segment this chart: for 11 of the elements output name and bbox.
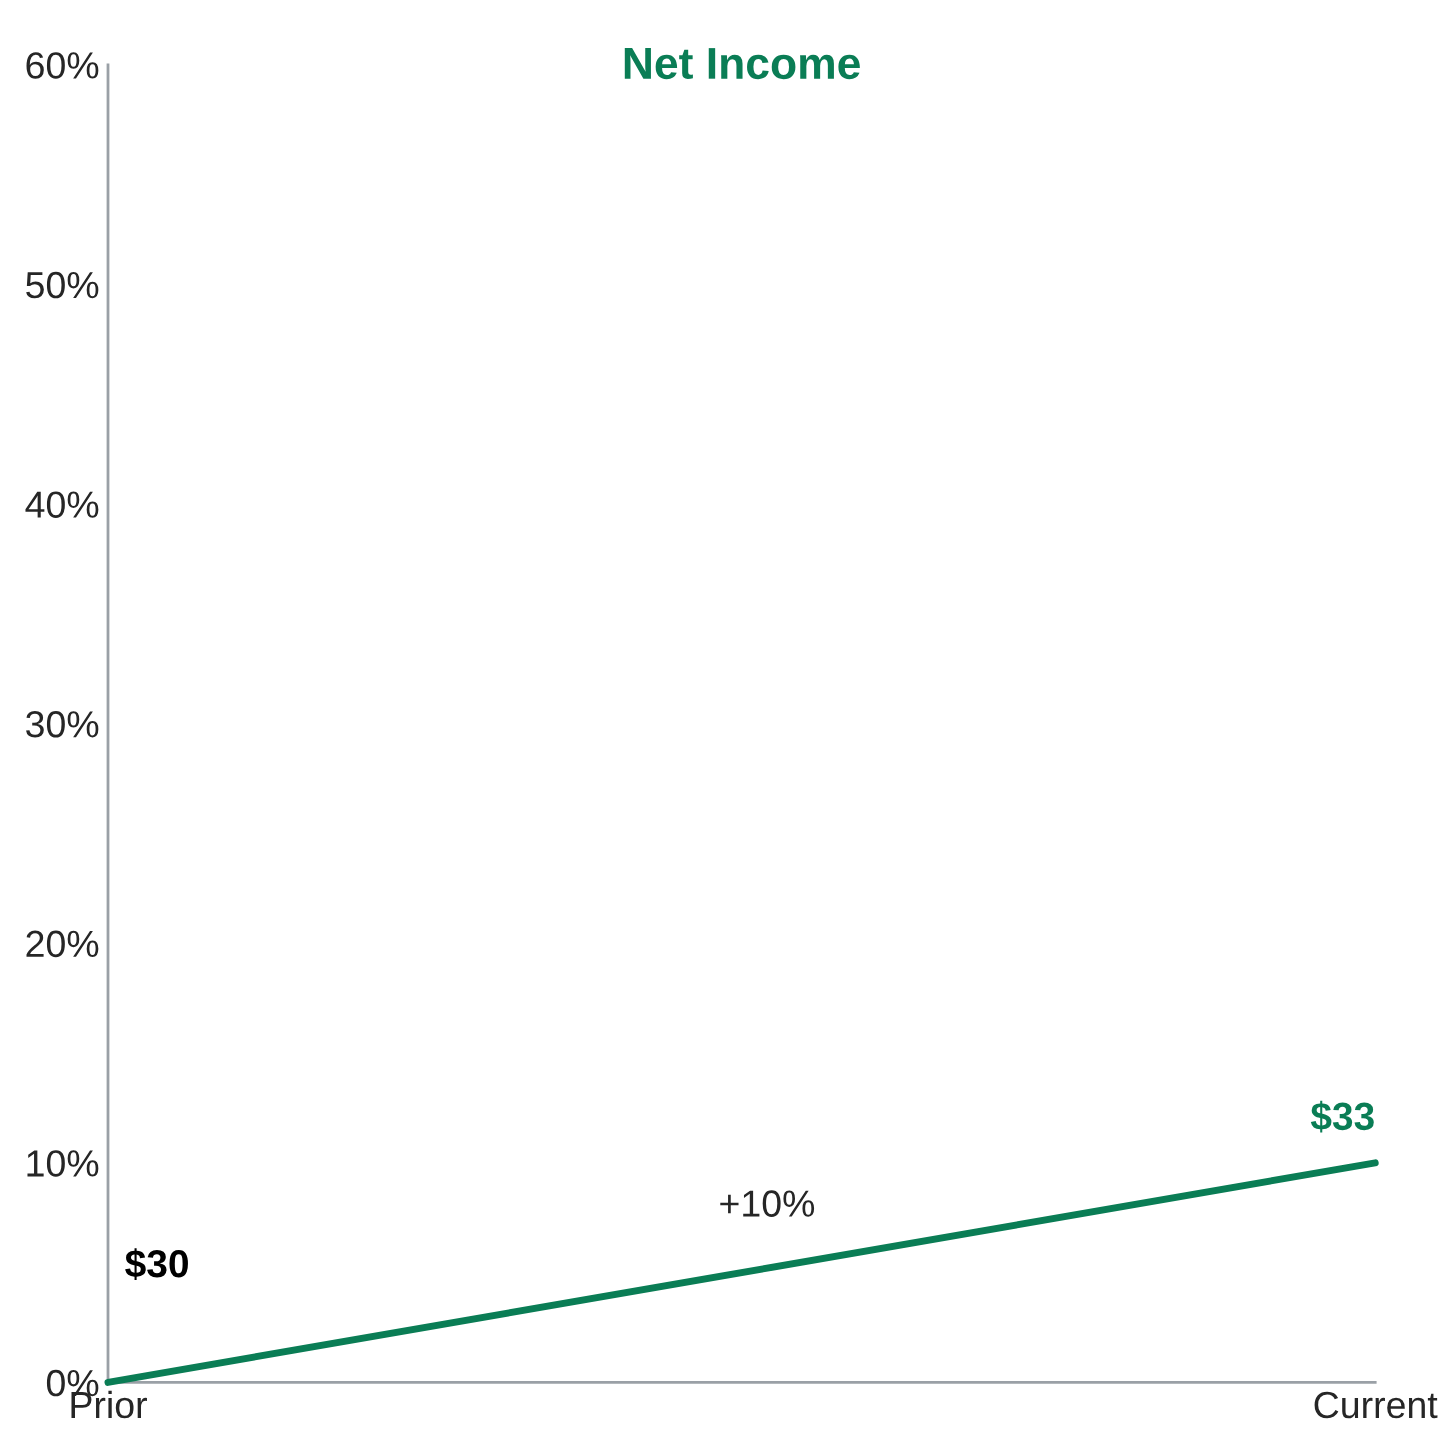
- y-tick-label: 30%: [26, 711, 99, 738]
- y-tick-label: 50%: [26, 271, 99, 299]
- annotation: $30: [125, 1248, 188, 1280]
- y-tick-label: 60%: [26, 52, 99, 79]
- x-tick-label: Current: [1314, 1391, 1438, 1419]
- y-tick-label: 40%: [25, 491, 99, 518]
- annotation: +10%: [720, 1190, 815, 1217]
- chart-title: Net Income: [624, 48, 860, 80]
- y-tick-label: 10%: [27, 1150, 99, 1177]
- annotation: $33: [1310, 1100, 1374, 1133]
- y-tick-label: 20%: [26, 930, 99, 958]
